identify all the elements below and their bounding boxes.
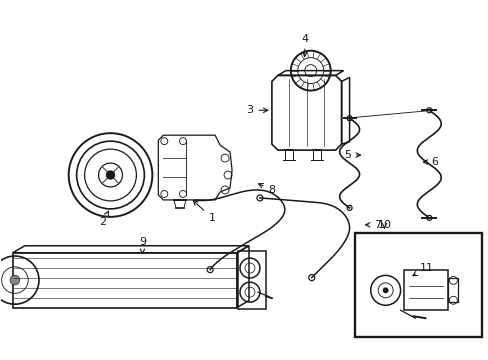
Bar (238, 251, 265, 310)
Text: 9: 9 (139, 237, 145, 253)
Text: 10: 10 (377, 220, 391, 230)
Text: 3: 3 (246, 105, 267, 115)
Bar (403, 270, 447, 310)
Text: 1: 1 (193, 201, 215, 223)
Circle shape (10, 275, 20, 285)
Text: 2: 2 (99, 211, 108, 227)
Bar (13, 253, 237, 307)
Circle shape (383, 288, 387, 293)
Circle shape (106, 171, 114, 179)
Bar (354, 233, 481, 337)
Text: 11: 11 (412, 263, 433, 276)
Text: 7: 7 (365, 220, 380, 230)
Text: 4: 4 (301, 33, 308, 57)
Text: 5: 5 (344, 150, 360, 160)
Text: 6: 6 (423, 157, 437, 167)
Bar (447, 278, 457, 302)
Text: 8: 8 (258, 184, 275, 195)
